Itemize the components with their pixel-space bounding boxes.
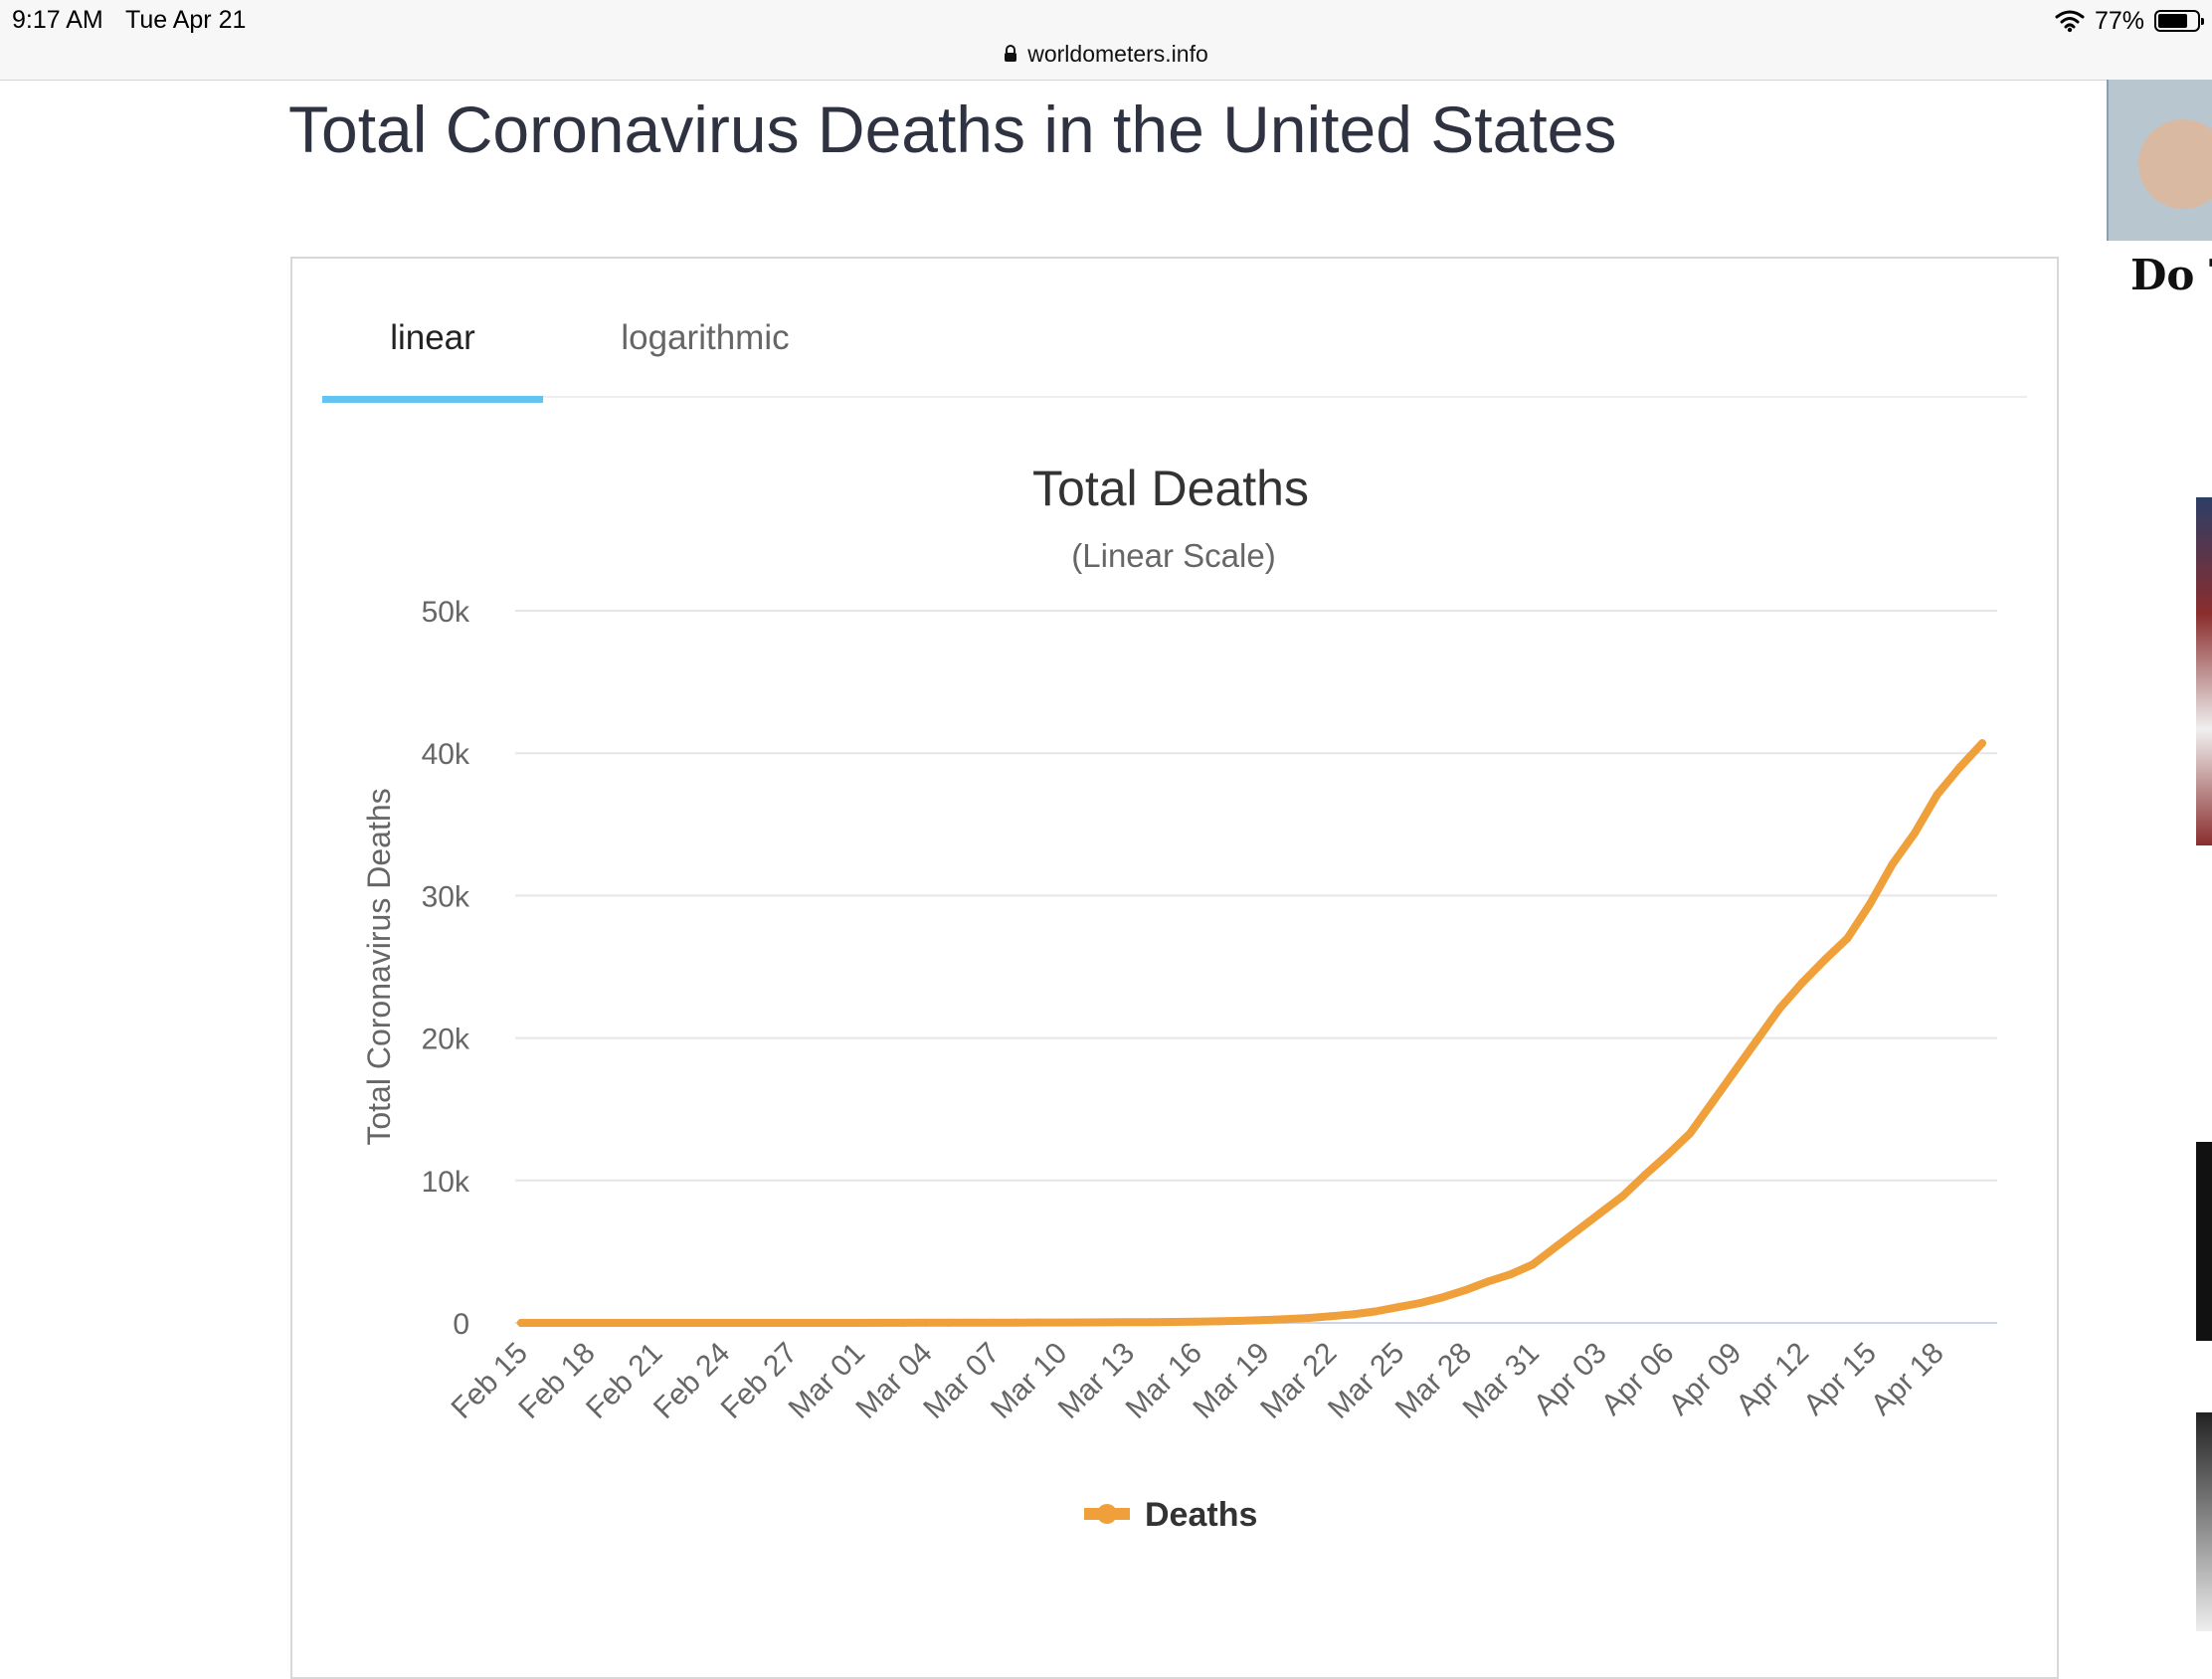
legend-marker	[1097, 1504, 1117, 1524]
status-time: 9:17 AM	[12, 6, 103, 34]
tab-logarithmic[interactable]: logarithmic	[621, 318, 790, 357]
battery-icon	[2154, 10, 2204, 32]
battery-level	[2158, 14, 2188, 28]
lock-icon	[1005, 45, 1017, 62]
url-text[interactable]: worldometers.info	[1027, 40, 1208, 67]
status-bar: 9:17 AM Tue Apr 21 77% worldometers.info	[0, 0, 2212, 81]
ad-headline: Do T	[2130, 251, 2212, 299]
tabs-divider	[322, 396, 2027, 398]
wifi-icon	[2055, 10, 2085, 33]
ad-image-strip	[2196, 1412, 2212, 1631]
status-indicators: 77%	[2055, 5, 2204, 37]
page-title: Total Coronavirus Deaths in the United S…	[288, 93, 1617, 166]
chart-card: linear logarithmic	[290, 257, 2059, 1679]
side-advertisement[interactable]: Do T	[2105, 80, 2212, 1659]
active-tab-indicator	[322, 396, 543, 403]
ad-image-strip	[2196, 497, 2212, 845]
ad-image	[2107, 80, 2212, 241]
legend[interactable]: Deaths	[1084, 1496, 1257, 1534]
ad-image-strip	[2196, 1142, 2212, 1341]
legend-label-deaths: Deaths	[1145, 1496, 1257, 1534]
battery-percentage: 77%	[2094, 6, 2144, 35]
status-date: Tue Apr 21	[125, 6, 247, 34]
tab-linear[interactable]: linear	[390, 318, 475, 357]
address-bar[interactable]: worldometers.info	[0, 38, 2212, 70]
